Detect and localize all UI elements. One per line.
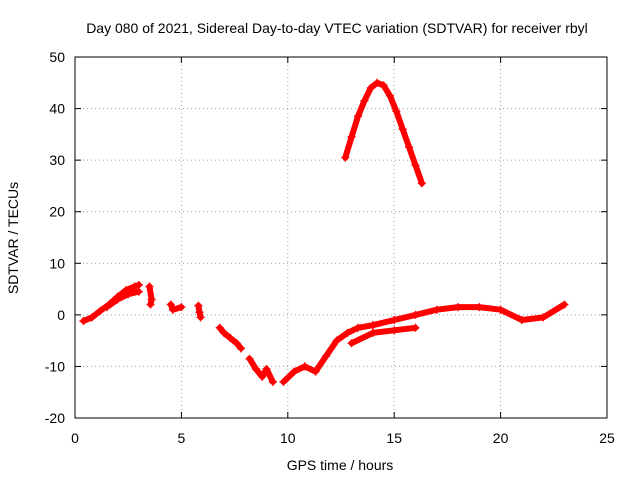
data-point	[322, 352, 331, 361]
x-tick-label: 10	[280, 430, 296, 446]
y-tick-label: 10	[49, 255, 65, 271]
data-point	[475, 303, 484, 312]
data-point	[411, 323, 420, 332]
data-point	[251, 365, 260, 374]
y-axis-label: SDTVAR / TECUs	[5, 182, 21, 294]
data-point	[124, 290, 133, 299]
data-point	[390, 316, 399, 325]
y-tick-label: 0	[57, 307, 65, 323]
x-axis-label: GPS time / hours	[287, 457, 394, 473]
data-point	[145, 282, 154, 291]
data-point	[360, 96, 369, 105]
data-point	[279, 377, 288, 386]
data-point	[390, 326, 399, 335]
data-point	[290, 367, 299, 376]
series-trace-recovery-lower	[348, 324, 419, 347]
data-point	[226, 334, 235, 343]
data-point	[368, 328, 377, 337]
data-point	[411, 161, 420, 170]
data-point	[166, 300, 175, 309]
data-point	[560, 300, 569, 309]
data-point	[354, 112, 363, 121]
data-point	[398, 125, 407, 134]
data-series	[79, 78, 569, 386]
y-tick-label: -10	[45, 358, 65, 374]
data-point	[385, 91, 394, 100]
data-point	[343, 328, 352, 337]
x-tick-label: 15	[386, 430, 402, 446]
data-point	[392, 107, 401, 116]
series-trace-arc	[342, 79, 425, 187]
data-point	[146, 300, 155, 309]
data-point	[539, 313, 548, 322]
data-point	[113, 295, 122, 304]
x-tick-label: 5	[178, 430, 186, 446]
data-point	[454, 303, 463, 312]
series-trace-recovery	[280, 301, 568, 385]
data-point	[411, 310, 420, 319]
data-point	[245, 354, 254, 363]
data-point	[373, 78, 382, 87]
data-point	[347, 132, 356, 141]
data-point	[496, 305, 505, 314]
grid-lines	[75, 57, 607, 418]
data-point	[134, 287, 143, 296]
data-point	[417, 179, 426, 188]
data-point	[262, 365, 271, 374]
data-point	[432, 305, 441, 314]
data-point	[268, 377, 277, 386]
data-point	[147, 295, 156, 304]
data-point	[354, 323, 363, 332]
x-tick-label: 0	[71, 430, 79, 446]
data-point	[96, 306, 105, 315]
data-point	[517, 316, 526, 325]
data-point	[311, 367, 320, 376]
data-point	[366, 83, 375, 92]
data-point	[195, 308, 204, 317]
axis-ticks: 0 5 10 15 20 25 -20 -10 0 10 20 30 40 50	[45, 49, 615, 446]
data-point	[196, 313, 205, 322]
data-point	[215, 323, 224, 332]
data-point	[341, 153, 350, 162]
data-point	[300, 362, 309, 371]
data-point	[379, 81, 388, 90]
y-tick-label: 50	[49, 49, 65, 65]
y-tick-label: 20	[49, 204, 65, 220]
data-point	[177, 303, 186, 312]
data-point	[368, 321, 377, 330]
data-point	[405, 143, 414, 152]
y-tick-label: 30	[49, 152, 65, 168]
data-point	[232, 339, 241, 348]
data-point	[194, 301, 203, 310]
x-tick-label: 25	[599, 430, 615, 446]
series-trace-early-band	[103, 288, 142, 311]
data-point	[332, 336, 341, 345]
data-point	[236, 344, 245, 353]
y-tick-label: -20	[45, 410, 65, 426]
chart-title: Day 080 of 2021, Sidereal Day-to-day VTE…	[86, 20, 588, 36]
data-point	[88, 313, 97, 322]
y-tick-label: 40	[49, 101, 65, 117]
data-point	[168, 305, 177, 314]
data-point	[79, 317, 88, 326]
data-point	[134, 280, 143, 289]
x-tick-label: 20	[493, 430, 509, 446]
data-point	[258, 372, 267, 381]
data-point	[130, 282, 139, 291]
series-trace-dip-low	[246, 355, 276, 385]
plot-frame	[74, 56, 608, 419]
data-point	[347, 339, 356, 348]
data-point	[219, 328, 228, 337]
data-point	[102, 303, 111, 312]
